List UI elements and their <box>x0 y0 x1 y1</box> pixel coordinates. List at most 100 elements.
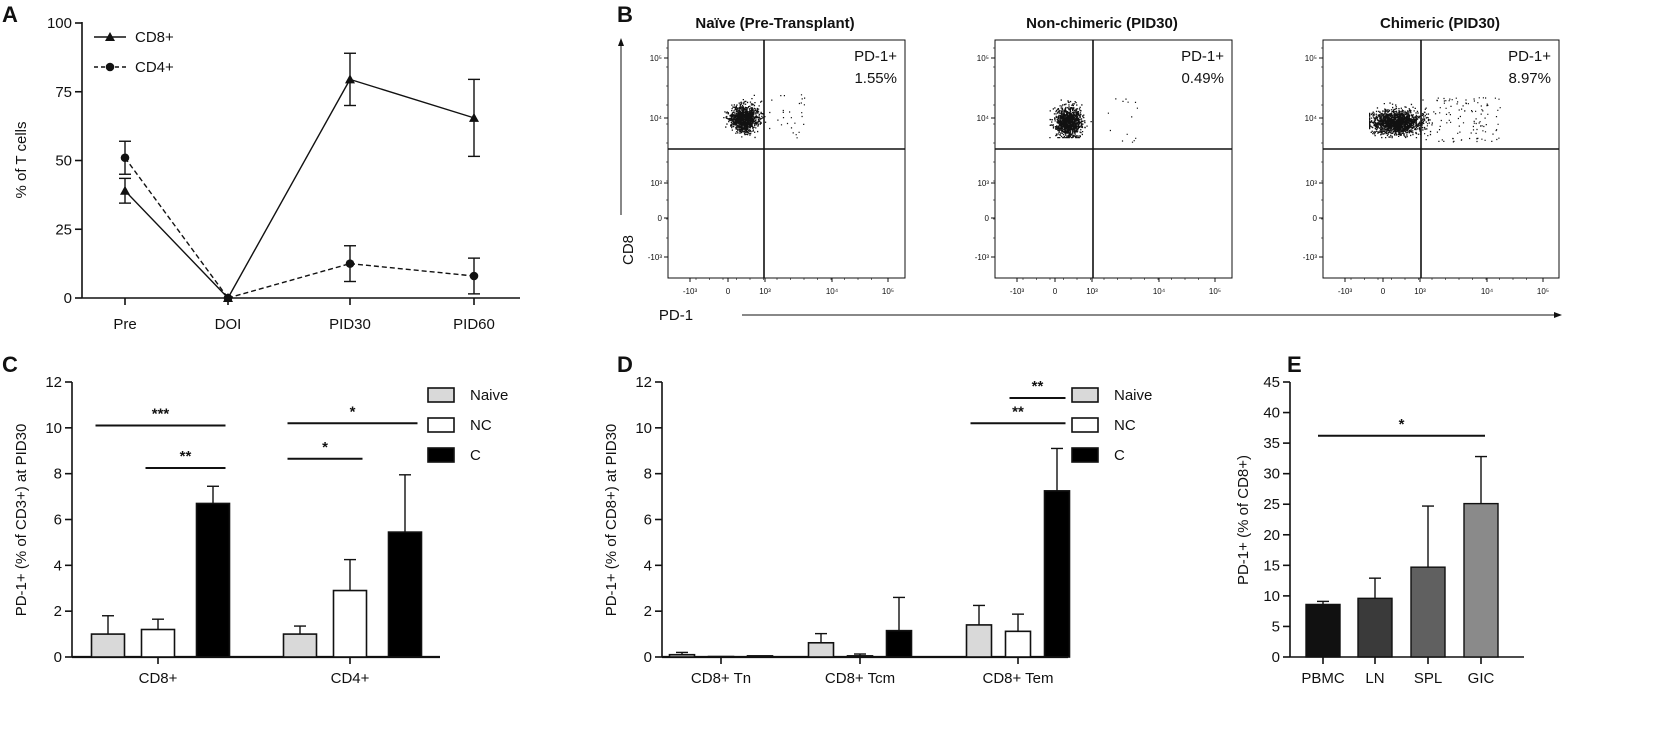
b-dot-plot-3: Chimeric (PID30) PD-1+ 8.97% 10⁵ 10⁴ 10³ 0 -10³… <box>1303 15 1560 296</box>
b-x-tick-label: 10⁴ <box>826 287 839 296</box>
b-x-tick-label: 0 <box>1053 287 1058 296</box>
d-bar-Naive <box>965 624 993 658</box>
c-significance-label: *** <box>152 406 170 423</box>
b-x-tick-label: 10⁵ <box>882 287 894 296</box>
a-legend-label: CD8+ <box>135 29 174 46</box>
a-point-triangle <box>345 74 355 84</box>
c-bar-Naive <box>282 633 318 658</box>
a-point-circle <box>223 293 233 303</box>
panel-letter-e: E <box>1287 352 1302 377</box>
d-bar-C <box>746 655 774 658</box>
b-cd8-axis-arrowhead <box>618 38 624 46</box>
b-gate-percentage: 1.55% <box>854 70 897 87</box>
d-y-tick-label: 2 <box>644 603 652 620</box>
panel-letter-a: A <box>2 2 18 27</box>
b-y-tick-label: 10³ <box>650 179 662 188</box>
a-x-tick-label: PID60 <box>453 316 495 333</box>
e-bar-PBMC <box>1305 603 1341 658</box>
c-y-tick-label: 2 <box>54 603 62 620</box>
b-x-axis-title: PD-1 <box>659 307 693 324</box>
b-plot-title: Chimeric (PID30) <box>1380 15 1500 32</box>
d-x-tick-label: CD8+ Tem <box>982 670 1053 687</box>
a-point-circle <box>469 271 479 281</box>
d-y-axis-title: PD-1+ (% of CD8+) at PID30 <box>603 424 620 617</box>
c-x-tick-label: CD8+ <box>139 670 178 687</box>
b-gate-percentage: 0.49% <box>1181 70 1224 87</box>
d-legend-label: NC <box>1114 417 1136 434</box>
d-legend-swatch <box>1071 417 1099 433</box>
b-y-tick-label: -10³ <box>975 253 990 262</box>
c-legend-label: Naive <box>470 387 508 404</box>
b-y-tick-label: 10⁵ <box>650 54 662 63</box>
d-legend-label: Naive <box>1114 387 1152 404</box>
panel-letter-b: B <box>617 2 633 27</box>
b-x-tick-label: 10⁴ <box>1481 287 1494 296</box>
b-x-tick-label: 10³ <box>1086 287 1098 296</box>
d-significance-label: ** <box>1032 378 1044 395</box>
a-point-triangle <box>120 185 130 195</box>
a-x-tick-label: PID30 <box>329 316 371 333</box>
e-y-tick-label: 35 <box>1263 435 1280 452</box>
b-event-dots <box>1049 98 1138 143</box>
c-legend-label: NC <box>470 417 492 434</box>
d-bar-Naive <box>807 641 835 658</box>
d-legend-label: C <box>1114 447 1125 464</box>
c-bar-C <box>195 502 231 658</box>
a-legend-marker-triangle <box>105 32 115 41</box>
b-plot-frame <box>1322 39 1560 279</box>
b-x-tick-label: 10³ <box>1414 287 1426 296</box>
a-series-line-CD4+ <box>227 262 351 299</box>
b-y-tick-label: 0 <box>1313 214 1318 223</box>
c-legend-label: C <box>470 447 481 464</box>
c-bar-Naive <box>90 633 126 658</box>
e-x-tick-label: LN <box>1365 670 1384 687</box>
b-y-axis-title: CD8 <box>620 235 637 265</box>
c-legend-swatch <box>427 387 455 403</box>
c-significance-label: * <box>350 403 356 420</box>
d-bar-C <box>1043 490 1071 658</box>
b-y-tick-label: -10³ <box>648 253 663 262</box>
b-plot-frame <box>994 39 1233 279</box>
d-legend-swatch <box>1071 387 1099 403</box>
e-y-tick-label: 30 <box>1263 466 1280 483</box>
b-y-tick-label: 0 <box>658 214 663 223</box>
d-y-tick-label: 10 <box>635 420 652 437</box>
d-y-tick-label: 8 <box>644 466 652 483</box>
d-y-tick-label: 6 <box>644 512 652 529</box>
c-y-tick-label: 8 <box>54 466 62 483</box>
a-x-tick-label: Pre <box>113 316 136 333</box>
b-y-tick-label: -10³ <box>1303 253 1318 262</box>
d-bar-NC <box>846 655 874 658</box>
panel-letter-d: D <box>617 352 633 377</box>
d-y-tick-label: 0 <box>644 649 652 666</box>
d-bar-Naive <box>668 653 696 658</box>
a-y-tick-label: 25 <box>55 221 72 238</box>
e-y-tick-label: 40 <box>1263 405 1280 422</box>
b-event-dots <box>723 94 806 139</box>
b-x-tick-label: 0 <box>726 287 731 296</box>
e-bar-SPL <box>1410 566 1446 658</box>
a-x-tick-label: DOI <box>215 316 242 333</box>
a-series-line-CD4+ <box>349 262 475 277</box>
a-point-circle <box>120 153 130 163</box>
b-x-tick-label: 0 <box>1381 287 1386 296</box>
b-x-tick-label: -10³ <box>1338 287 1353 296</box>
b-y-tick-label: 10³ <box>977 179 989 188</box>
a-point-triangle <box>469 112 479 122</box>
b-plot-title: Non-chimeric (PID30) <box>1026 15 1178 32</box>
e-y-tick-label: 0 <box>1272 649 1280 666</box>
d-bar-NC <box>1004 630 1032 658</box>
d-bar-C <box>885 629 913 658</box>
b-event-dots <box>1369 97 1501 143</box>
e-y-tick-label: 20 <box>1263 527 1280 544</box>
b-gate-label: PD-1+ <box>1508 48 1551 65</box>
b-dot-plot-2: Non-chimeric (PID30)PD-1+ 0.49% 10⁵ 10⁴ 10³ 0… <box>975 15 1233 296</box>
c-legend-swatch <box>427 417 455 433</box>
b-x-tick-label: 10⁴ <box>1153 287 1166 296</box>
e-x-tick-label: PBMC <box>1301 670 1345 687</box>
b-gate-label: PD-1+ <box>1181 48 1224 65</box>
c-y-tick-label: 4 <box>54 557 62 574</box>
e-y-tick-label: 5 <box>1272 618 1280 635</box>
c-x-tick-label: CD4+ <box>331 670 370 687</box>
c-y-axis-title: PD-1+ (% of CD3+) at PID30 <box>13 424 30 617</box>
